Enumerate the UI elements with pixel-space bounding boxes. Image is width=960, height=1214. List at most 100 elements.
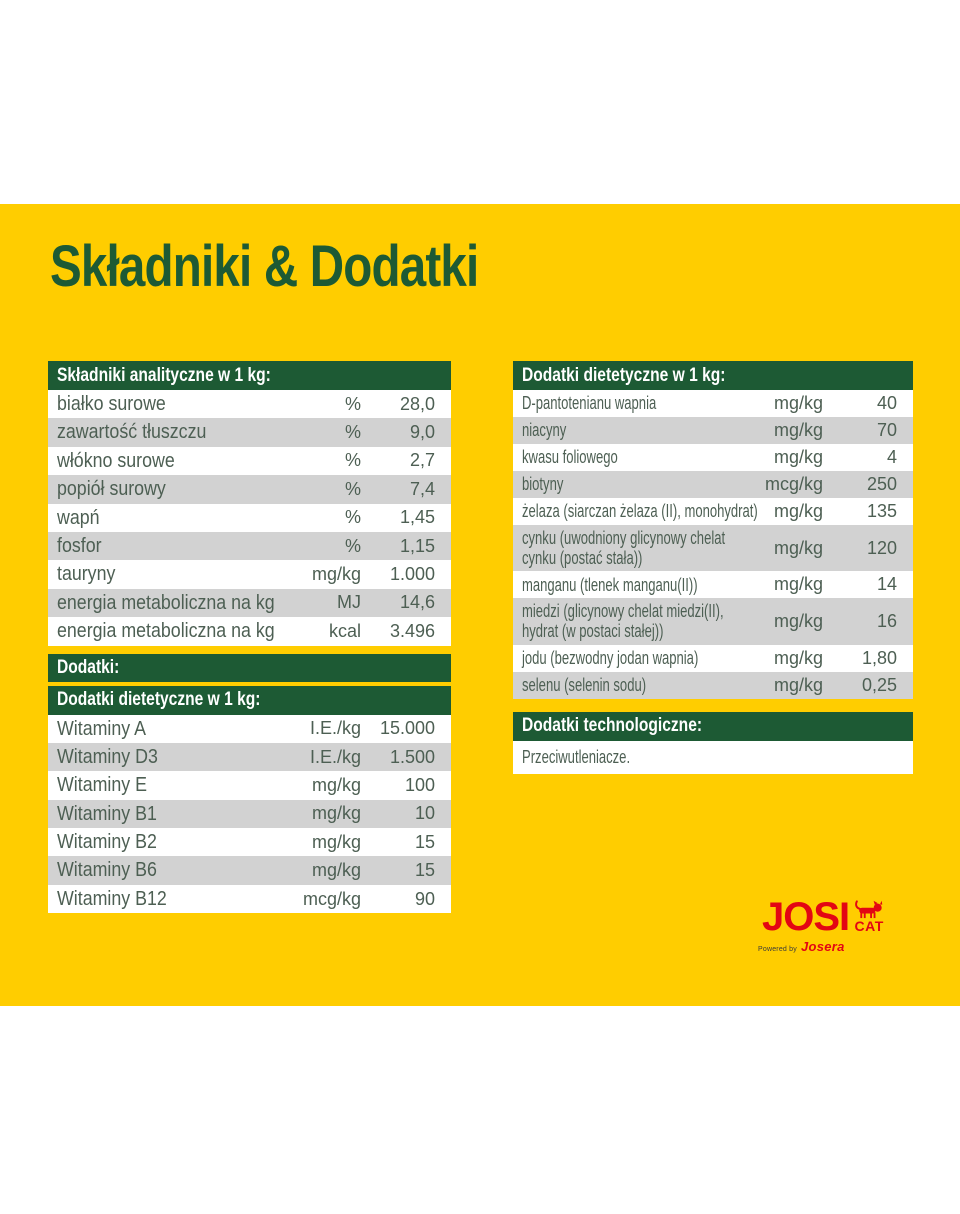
row-unit: %	[344, 535, 361, 556]
row-value: 100	[404, 774, 435, 795]
row-value: 70	[876, 420, 897, 440]
row-unit: %	[344, 507, 361, 528]
table-row: cynku (uwodniony glicynowy chelat cynku …	[513, 525, 913, 572]
table-row: selenu (selenin sodu) mg/kg 0,25	[513, 671, 913, 699]
dietary-additives-table-header: Dodatki dietetyczne w 1 kg:	[513, 361, 913, 390]
table-row: zawartość tłuszczu % 9,0	[48, 418, 451, 447]
row-label: kwasu foliowego	[522, 447, 618, 468]
row-unit: mg/kg	[773, 647, 823, 668]
row-unit: mg/kg	[773, 574, 823, 595]
row-value: 14,6	[399, 592, 435, 613]
row-value: 1.000	[389, 564, 435, 585]
vitamins-table-header: Dodatki dietetyczne w 1 kg:	[48, 685, 451, 715]
row-value: 15	[414, 860, 435, 881]
row-label: Przeciwutleniacze.	[522, 747, 631, 768]
row-label: Witaminy B2	[57, 831, 157, 854]
row-value: 90	[414, 888, 435, 909]
row-label: białko surowe	[57, 393, 166, 415]
row-label: cynku (uwodniony glicynowy chelat cynku …	[522, 528, 726, 569]
row-unit: mg/kg	[773, 674, 823, 695]
row-value: 2,7	[409, 450, 435, 471]
row-unit: mg/kg	[311, 564, 361, 585]
table-row: energia metaboliczna na kg MJ 14,6	[48, 588, 451, 618]
row-unit: mg/kg	[773, 420, 823, 440]
row-unit: mg/kg	[773, 393, 823, 413]
row-label: Witaminy B6	[57, 859, 157, 882]
table-row: manganu (tlenek manganu(II)) mg/kg 14	[513, 571, 913, 599]
technological-additives-body: Przeciwutleniacze.	[513, 740, 913, 774]
table-row: jodu (bezwodny jodan wapnia) mg/kg 1,80	[513, 644, 913, 672]
row-label: D-pantotenianu wapnia	[522, 393, 657, 414]
row-label: biotyny	[522, 474, 564, 495]
row-label: włókno surowe	[57, 449, 175, 472]
table-row: Witaminy B1 mg/kg 10	[48, 799, 451, 829]
row-value: 10	[414, 803, 435, 824]
row-value: 1,15	[399, 535, 435, 556]
row-label: selenu (selenin sodu)	[522, 675, 647, 696]
row-unit: mcg/kg	[764, 474, 823, 494]
row-unit: mg/kg	[311, 803, 361, 824]
row-label: Witaminy B12	[57, 887, 167, 910]
row-value: 15.000	[379, 718, 435, 739]
row-label: jodu (bezwodny jodan wapnia)	[522, 648, 699, 669]
vitamins-table-body: Witaminy A I.E./kg 15.000 Witaminy D3 I.…	[48, 714, 451, 914]
row-unit: mcg/kg	[302, 888, 361, 909]
row-value: 250	[866, 474, 897, 494]
row-unit: %	[344, 422, 361, 443]
row-label: Witaminy A	[57, 717, 147, 740]
row-value: 15	[414, 831, 435, 852]
row-label: fosfor	[57, 534, 102, 557]
row-value: 7,4	[409, 478, 435, 499]
table-row: tauryny mg/kg 1.000	[48, 560, 451, 589]
page-title: Składniki & Dodatki	[50, 234, 479, 299]
analytical-table-header: Składniki analityczne w 1 kg:	[48, 361, 451, 390]
table-row: Witaminy B6 mg/kg 15	[48, 856, 451, 885]
row-unit: kcal	[328, 620, 361, 641]
row-unit: %	[344, 478, 361, 499]
row-unit: I.E./kg	[309, 746, 361, 767]
analytical-column: Składniki analityczne w 1 kg: białko sur…	[48, 361, 451, 914]
row-label: niacyny	[522, 420, 567, 441]
row-value: 9,0	[409, 422, 435, 443]
josi-wordmark: JOSI	[762, 895, 850, 939]
row-value: 1.500	[389, 746, 435, 767]
row-value: 0,25	[861, 674, 897, 695]
row-label: Witaminy E	[57, 774, 148, 797]
table-row: popiół surowy % 7,4	[48, 475, 451, 504]
table-row: Przeciwutleniacze.	[513, 740, 913, 774]
row-unit: %	[344, 393, 361, 414]
row-unit: mg/kg	[773, 610, 823, 631]
technological-additives-header: Dodatki technologiczne:	[513, 711, 913, 741]
cat-block: CAT	[854, 900, 884, 933]
dietary-additives-column: Dodatki dietetyczne w 1 kg: D-pantotenia…	[513, 361, 913, 774]
table-row: włókno surowe % 2,7	[48, 446, 451, 476]
row-label: zawartość tłuszczu	[57, 421, 207, 444]
dodatki-section-bar: Dodatki:	[48, 653, 451, 682]
table-row: niacyny mg/kg 70	[513, 417, 913, 444]
analytical-table-body: białko surowe % 28,0 zawartość tłuszczu …	[48, 390, 451, 646]
row-label: miedzi (glicynowy chelat miedzi(II), hyd…	[522, 601, 724, 642]
table-row: D-pantotenianu wapnia mg/kg 40	[513, 390, 913, 417]
row-unit: mg/kg	[311, 774, 361, 795]
row-unit: MJ	[337, 592, 361, 613]
row-label: manganu (tlenek manganu(II))	[522, 574, 698, 595]
row-value: 40	[876, 393, 897, 413]
row-unit: I.E./kg	[309, 718, 361, 739]
cat-label: CAT	[854, 918, 884, 934]
row-value: 3.496	[389, 620, 435, 641]
row-value: 14	[876, 574, 897, 595]
table-row: Witaminy D3 I.E./kg 1.500	[48, 742, 451, 772]
row-unit: mg/kg	[773, 501, 823, 521]
row-value: 4	[886, 447, 897, 467]
table-row: energia metaboliczna na kg kcal 3.496	[48, 617, 451, 646]
table-row: Witaminy B2 mg/kg 15	[48, 828, 451, 857]
row-unit: mg/kg	[773, 537, 823, 558]
row-label: tauryny	[57, 563, 116, 586]
row-value: 28,0	[399, 393, 435, 414]
josera-wordmark: Josera	[800, 939, 845, 954]
table-row: żelaza (siarczan żelaza (II), monohydrat…	[513, 498, 913, 525]
row-value: 135	[866, 501, 897, 521]
table-row: Witaminy A I.E./kg 15.000	[48, 714, 451, 743]
row-label: żelaza (siarczan żelaza (II), monohydrat…	[522, 501, 758, 522]
